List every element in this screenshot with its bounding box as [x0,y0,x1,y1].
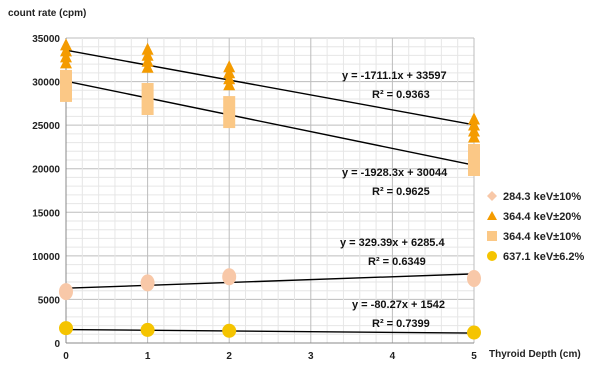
data-points [59,38,481,340]
legend-label: 364.4 keV±20% [503,211,581,223]
legend-label: 364.4 keV±10% [503,231,581,243]
data-point [467,325,481,340]
data-point [60,69,72,102]
legend: 284.3 keV±10% 364.4 keV±20% 364.4 keV±10% 6… [487,191,584,263]
y-tick-label: 20000 [32,165,60,176]
y-tick-label: 0 [54,339,60,350]
trendline [65,49,475,126]
x-tick-label: 3 [308,351,314,362]
y-tick-label: 5000 [38,295,61,306]
data-point-part [468,130,480,143]
data-point [140,274,155,292]
data-point [223,60,236,91]
x-tick-label: 4 [390,351,396,362]
data-point [222,268,237,286]
y-tick-label: 25000 [32,121,60,132]
x-tick-label: 0 [63,351,69,362]
y-tick-label: 30000 [32,78,60,89]
x-axis-title: Thyroid Depth (cm) [489,349,581,360]
trendline-equation: y = 329.39x + 6285.4 [340,237,445,249]
legend-marker [487,211,497,220]
data-point [468,112,480,143]
trendline-equation: y = -1711.1x + 33597 [342,70,447,82]
data-point-part [60,56,72,69]
data-point-part [223,78,236,91]
data-point [223,96,236,129]
y-tick-label: 35000 [32,34,60,45]
data-point [59,283,73,301]
trendlines [65,49,475,334]
legend-label: 284.3 keV±10% [503,191,581,203]
legend-marker [487,231,497,241]
trendline [65,328,475,334]
ticks: 0 5000 10000 15000 20000 25000 30000 35000 0 1 2 3 4… [32,34,477,362]
trendline-r2: R² = 0.6349 [368,256,426,268]
data-point [141,83,154,115]
trendline-r2: R² = 0.7399 [372,318,430,330]
legend-marker [487,191,497,201]
data-point [222,323,237,338]
trendline-equations: y = 329.39x + 6285.4 R² = 0.6349 y = -1711… [340,70,448,330]
legend-label: 637.1 keV±6.2% [503,251,584,263]
trendline-r2: R² = 0.9625 [372,186,430,198]
y-axis-title: count rate (cpm) [8,8,86,19]
trendline-r2: R² = 0.9363 [372,89,430,101]
data-point [59,321,73,336]
data-point [60,38,72,69]
data-point [140,322,155,337]
x-tick-label: 1 [145,351,151,362]
data-point [468,144,480,176]
x-tick-label: 5 [471,351,477,362]
y-tick-label: 15000 [32,208,60,219]
data-point [467,270,481,288]
data-point [141,42,154,73]
trendline-equation: y = -1928.3x + 30044 [342,167,448,179]
trendline [65,273,475,289]
x-tick-label: 2 [226,351,232,362]
legend-marker [487,251,497,261]
trendline [65,80,475,166]
data-point-part [141,60,154,73]
y-tick-label: 10000 [32,252,60,263]
trendline-equation: y = -80.27x + 1542 [352,299,445,311]
